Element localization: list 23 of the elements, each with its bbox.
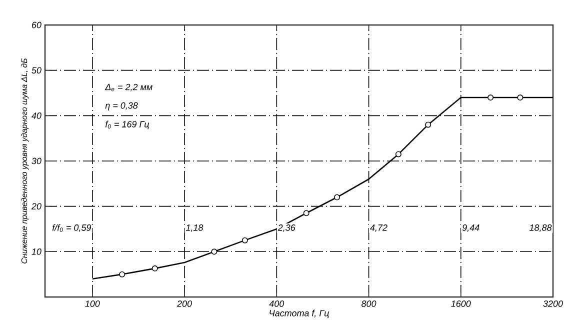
annotation: 4,72 [370, 224, 388, 232]
y-tick-label: 30 [32, 158, 42, 164]
y-axis-title: Снижение приведенного уровня ударного шума ΔL, дБ [21, 58, 29, 264]
annotation: f/f$_{0}$ = 0,59 [52, 224, 92, 232]
x-axis-title: Частота f, Гц [270, 310, 329, 318]
annotation: 9,44 [462, 224, 480, 232]
annotation: 2,36 [278, 224, 296, 232]
y-tick-label: 60 [32, 22, 42, 28]
y-tick-label: 40 [32, 112, 42, 119]
annotation: 1,18 [186, 224, 204, 232]
annotation: η = 0,38 [105, 102, 138, 110]
x-tick-label: 3200 [543, 300, 563, 307]
annotation: f$_{0}$ = 169 Гц [105, 120, 149, 130]
x-tick-label: 800 [362, 300, 376, 307]
y-tick-label: 10 [32, 248, 42, 255]
annotation: 18,88 [530, 224, 552, 232]
annotation: Δ$_{e}$ = 2,2 мм [104, 84, 152, 92]
x-tick-label: 400 [269, 300, 284, 307]
x-tick-label: 200 [176, 300, 192, 307]
y-tick-label: 20 [31, 203, 42, 210]
y-tick-label: 50 [32, 67, 42, 74]
x-tick-label: 100 [85, 300, 100, 307]
x-tick-label: 1600 [451, 300, 471, 307]
